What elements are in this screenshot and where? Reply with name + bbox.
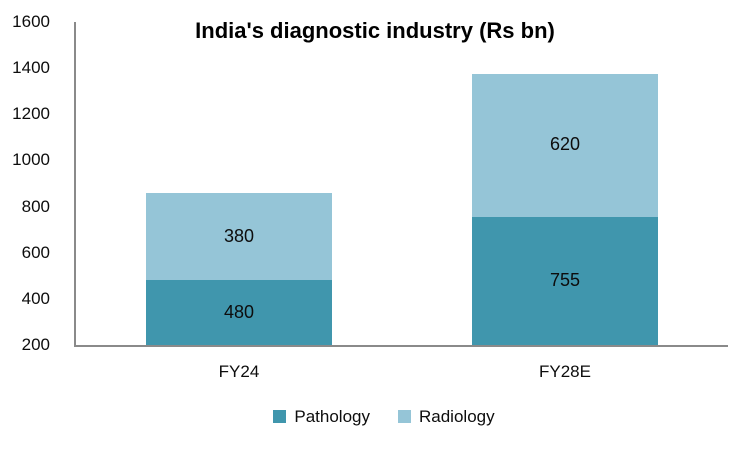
- bar-value-label: 755: [549, 269, 581, 290]
- bar-segment-radiology-fy24: [146, 192, 332, 281]
- y-axis-tick-label: 600: [21, 242, 50, 262]
- bar-segment-pathology-fy28e: [472, 216, 658, 345]
- bar-value-label: 620: [549, 134, 581, 155]
- y-axis-tick-label: 1600: [12, 12, 50, 31]
- chart-title: India's diagnostic industry (Rs bn): [195, 18, 555, 43]
- y-axis-tick-label: 400: [21, 288, 50, 308]
- bar-segment-pathology-fy24: [146, 280, 332, 345]
- legend-item-radiology: Radiology: [398, 407, 495, 426]
- legend-item-pathology: Pathology: [273, 407, 370, 426]
- bar-segment-radiology-fy28e: [472, 73, 658, 217]
- legend-swatch-icon: [273, 410, 287, 423]
- legend-label: Radiology: [419, 407, 495, 426]
- bar-value-label: 480: [223, 301, 255, 322]
- legend: Pathology Radiology: [9, 407, 750, 426]
- y-axis-line: [74, 22, 76, 347]
- legend-swatch-icon: [398, 410, 411, 423]
- legend-label: Pathology: [294, 407, 370, 426]
- y-axis-tick-label: 1400: [12, 58, 50, 78]
- y-axis-tick-label: 200: [21, 335, 50, 354]
- x-axis-line: [74, 345, 728, 347]
- x-axis-label-fy28e: FY28E: [539, 362, 591, 381]
- bar-value-label: 380: [223, 225, 255, 246]
- y-axis-tick-label: 1000: [12, 150, 50, 170]
- x-axis-label-fy24: FY24: [218, 362, 260, 381]
- y-axis-tick-label: 800: [21, 196, 50, 216]
- y-axis-tick-label: 1200: [12, 104, 50, 124]
